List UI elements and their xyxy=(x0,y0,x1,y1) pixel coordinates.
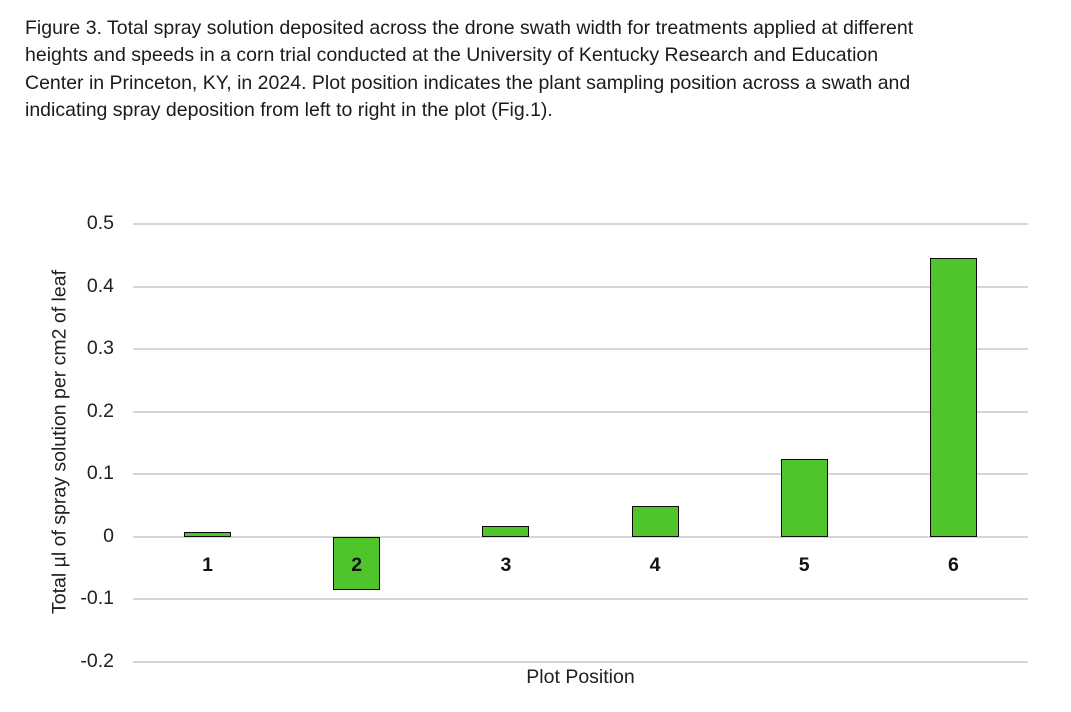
gridline xyxy=(133,285,1028,288)
y-tick-label: 0 xyxy=(103,524,114,547)
y-tick-label: 0.1 xyxy=(86,462,114,485)
gridline xyxy=(133,535,1028,538)
gridline xyxy=(133,598,1028,601)
caption-line: Figure 3. Total spray solution deposited… xyxy=(25,17,914,39)
y-tick-label: 0.2 xyxy=(86,399,114,422)
bar-position-3 xyxy=(482,525,530,537)
y-tick-label: 0.5 xyxy=(86,211,114,234)
bar-position-4 xyxy=(631,505,679,537)
x-category-label: 6 xyxy=(947,553,959,576)
x-category-label: 3 xyxy=(500,553,512,576)
y-tick-label: -0.1 xyxy=(80,587,114,610)
caption-line: heights and speeds in a corn trial condu… xyxy=(25,44,879,67)
plot-area: 0.5 0.4 0.3 0.2 0.1 0 -0.1 -0.2 1 2 3 4 5 6 xyxy=(80,212,1028,672)
gridline xyxy=(133,473,1028,476)
gridline xyxy=(133,348,1028,351)
bar-position-6 xyxy=(929,258,977,537)
caption-line: indicating spray deposition from left to… xyxy=(25,99,553,122)
y-axis-title: Total µl of spray solution per cm2 of le… xyxy=(48,270,71,614)
bar-position-1 xyxy=(184,532,232,537)
y-tick-label: 0.3 xyxy=(86,336,114,359)
caption-line: Center in Princeton, KY, in 2024. Plot p… xyxy=(25,71,911,94)
gridline xyxy=(133,661,1028,663)
bar-position-2 xyxy=(333,536,381,591)
bar-position-5 xyxy=(780,458,828,537)
x-category-label: 2 xyxy=(351,553,363,576)
figure-caption: Figure 3. Total spray solution deposited… xyxy=(25,15,1055,125)
x-axis-title: Plot Position xyxy=(526,666,635,688)
gridline xyxy=(133,223,1028,225)
x-category-label: 4 xyxy=(649,553,661,576)
x-category-label: 1 xyxy=(202,553,213,576)
y-tick-label: 0.4 xyxy=(86,274,114,297)
gridline xyxy=(133,410,1028,413)
y-tick-label: -0.2 xyxy=(80,649,114,672)
x-category-label: 5 xyxy=(798,553,810,576)
